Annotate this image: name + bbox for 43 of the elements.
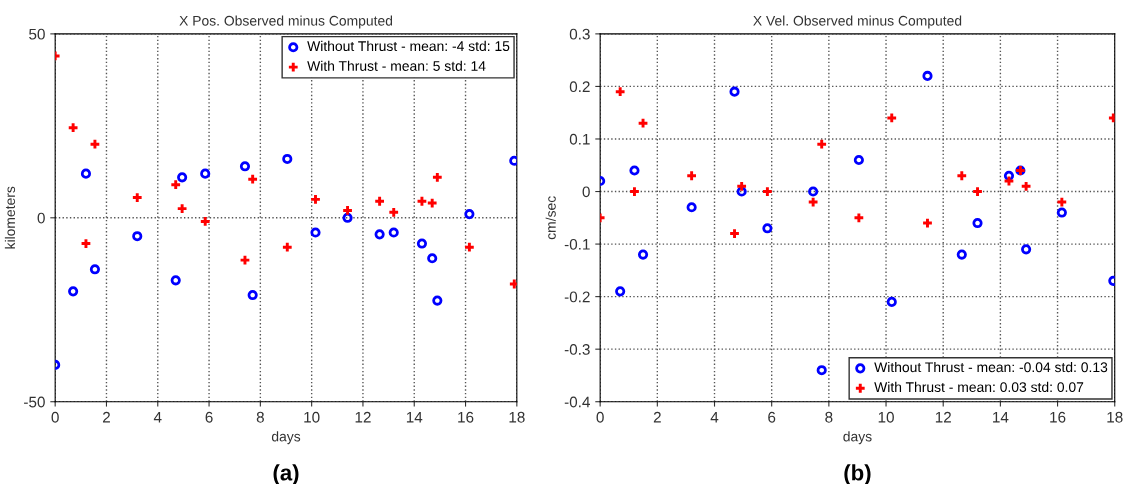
x-tick-label: 6 <box>768 411 776 423</box>
x-tick-label: 2 <box>102 411 110 423</box>
y-tick-label: 50 <box>29 28 45 40</box>
y-axis-title: cm/sec <box>545 196 556 240</box>
x-tick-label: 18 <box>1107 411 1123 423</box>
x-tick-label: 8 <box>825 411 833 423</box>
x-tick-label: 12 <box>935 411 951 423</box>
x-tick-label: 14 <box>406 412 423 423</box>
y-tick-label: -50 <box>24 396 45 408</box>
x-axis-title: days <box>271 431 301 445</box>
y-tick-label: 0.2 <box>569 81 590 93</box>
x-tick-label: 16 <box>1050 411 1066 423</box>
y-tick-label: 0.3 <box>569 28 590 40</box>
x-tick-label: 4 <box>153 412 162 423</box>
y-tick-label: 0 <box>37 212 45 224</box>
x-tick-label: 18 <box>509 411 525 423</box>
legend-label: Without Thrust - mean: -4 std: 15 <box>307 40 510 52</box>
x-tick-label: 10 <box>878 411 894 423</box>
y-tick-label: 0.1 <box>569 133 590 145</box>
legend-label: Without Thrust - mean: -0.04 std: 0.13 <box>874 361 1108 373</box>
x-tick-label: 8 <box>256 411 264 423</box>
x-tick-label: 12 <box>355 411 371 423</box>
x-tick-label: 10 <box>304 411 320 423</box>
y-tick-label: -0.1 <box>564 238 590 250</box>
x-tick-label: 16 <box>458 411 474 423</box>
x-tick-label: 6 <box>205 411 213 423</box>
text: (b) <box>844 464 871 484</box>
y-tick-label: 0 <box>582 186 590 198</box>
legend-label: With Thrust - mean: 5 std: 14 <box>307 60 486 71</box>
x-tick-label: 4 <box>710 412 719 423</box>
chart-title: X Vel. Observed minus Computed <box>753 15 962 29</box>
x-tick-label: 0 <box>51 411 59 423</box>
y-axis-title: kilometers <box>4 186 16 249</box>
x-tick-label: 2 <box>653 411 661 423</box>
y-tick-label: -0.2 <box>564 291 590 303</box>
x-tick-label: 14 <box>993 412 1009 423</box>
y-tick-label: -0.3 <box>564 344 590 355</box>
text: (a) <box>273 464 299 484</box>
x-axis-title: days <box>843 431 872 445</box>
chart-title: X Pos. Observed minus Computed <box>179 15 393 29</box>
legend-label: With Thrust - mean: 0.03 std: 0.07 <box>874 381 1084 393</box>
x-tick-label: 0 <box>596 411 604 423</box>
y-tick-label: -0.4 <box>564 396 590 408</box>
